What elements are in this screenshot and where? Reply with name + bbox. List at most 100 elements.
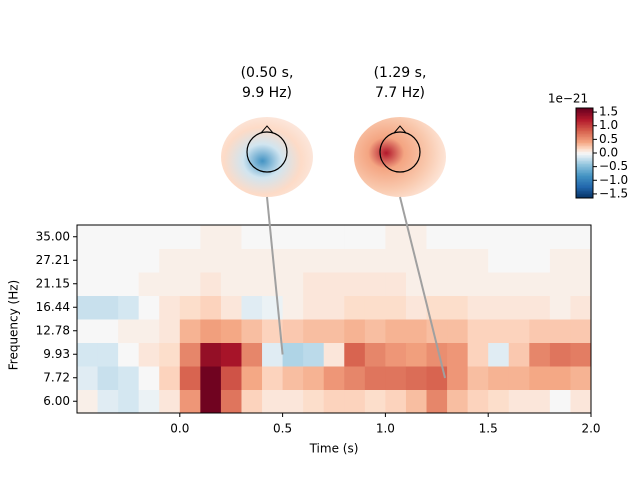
y-tick-label: 9.93 [43, 347, 70, 361]
heatmap-cell [385, 225, 407, 249]
colorbar-swatch [576, 181, 593, 184]
colorbar-swatch [576, 159, 593, 161]
x-tick-label: 1.5 [479, 422, 498, 436]
heatmap-cell [303, 366, 325, 390]
heatmap-cell [282, 366, 304, 390]
heatmap-cell [426, 389, 448, 414]
heatmap-cell [159, 225, 181, 249]
colorbar-swatch [576, 144, 593, 146]
heatmap-cell [529, 295, 551, 320]
heatmap-cell [344, 389, 366, 414]
heatmap-cell [426, 366, 448, 390]
heatmap-cell [570, 342, 592, 367]
heatmap-cell [138, 389, 160, 414]
heatmap-cell [570, 366, 592, 390]
colorbar-swatch [576, 186, 593, 188]
heatmap-cell [262, 389, 284, 414]
colorbar-swatch [576, 148, 593, 151]
topomap-title: (1.29 s, [374, 65, 427, 81]
heatmap-cell [508, 248, 530, 273]
heatmap-cell [159, 342, 181, 367]
heatmap-cell [488, 319, 510, 343]
colorbar-swatch [576, 108, 593, 110]
heatmap-cell [118, 342, 140, 367]
heatmap-cell [508, 342, 530, 367]
heatmap-cell [467, 225, 489, 249]
heatmap-cell [241, 366, 263, 390]
heatmap-cell [97, 248, 119, 273]
heatmap-cell [118, 366, 140, 390]
colorbar-swatch [576, 169, 593, 172]
heatmap-cell [282, 248, 304, 273]
heatmap-cell [405, 295, 428, 320]
heatmap-cell [200, 366, 222, 390]
heatmap-cell [467, 366, 489, 390]
heatmap-cell [220, 389, 242, 414]
heatmap-cell [488, 366, 510, 390]
heatmap-cell [77, 319, 99, 343]
colorbar-swatch [576, 138, 593, 140]
colorbar-swatch [576, 195, 593, 197]
heatmap-cell [385, 319, 407, 343]
colorbar-swatch [576, 129, 593, 131]
heatmap-cell [405, 319, 428, 343]
heatmap-cell [323, 272, 345, 296]
heatmap-cell [364, 272, 386, 296]
heatmap-cell [282, 272, 304, 296]
heatmap-cell [138, 295, 160, 320]
heatmap-cell [220, 319, 242, 343]
heatmap-cell [488, 225, 510, 249]
heatmap-cell [200, 295, 222, 320]
heatmap-cell [241, 248, 263, 273]
heatmap-cell [447, 389, 469, 414]
colorbar-tick-label: −1.5 [599, 186, 628, 200]
colorbar-swatch [576, 178, 593, 181]
heatmap-cell [97, 342, 119, 367]
heatmap-cell [405, 272, 428, 296]
colorbar-swatch [576, 174, 593, 176]
heatmap-cell [467, 295, 489, 320]
heatmap-cell [467, 248, 489, 273]
y-tick-label: 27.21 [36, 253, 70, 267]
heatmap-cell [77, 389, 99, 414]
heatmap-cell [508, 319, 530, 343]
colorbar-swatch [576, 157, 593, 160]
colorbar-swatch [576, 184, 593, 187]
heatmap-cell [323, 248, 345, 273]
topomap [221, 117, 313, 197]
heatmap-cell [344, 319, 366, 343]
heatmap-cell [138, 272, 160, 296]
heatmap-cell [97, 225, 119, 249]
heatmap-cell [200, 389, 222, 414]
topomap [354, 117, 446, 197]
heatmap-cell [529, 272, 551, 296]
heatmap-cell [118, 389, 140, 414]
heatmap-cell [282, 319, 304, 343]
heatmap-cell [262, 319, 284, 343]
heatmap-cell [447, 319, 469, 343]
heatmap-cell [97, 272, 119, 296]
heatmap-cell [447, 225, 469, 249]
heatmap-cell [385, 342, 407, 367]
heatmap-cell [364, 319, 386, 343]
heatmap-cell [570, 248, 592, 273]
heatmap-cell [220, 225, 242, 249]
colorbar-swatch [576, 112, 593, 115]
heatmap-cell [364, 342, 386, 367]
heatmap-cell [570, 272, 592, 296]
heatmap-cell [549, 272, 571, 296]
heatmap-cell [508, 366, 530, 390]
colorbar-swatch [576, 160, 593, 163]
x-tick-label: 0.5 [273, 422, 292, 436]
heatmap-cell [529, 225, 551, 249]
heatmap-cell [447, 342, 469, 367]
heatmap-cell [323, 366, 345, 390]
colorbar-swatch [576, 183, 593, 185]
colorbar-swatch [576, 171, 593, 173]
heatmap-cell [405, 366, 428, 390]
heatmap-cell [344, 342, 366, 367]
colorbar-tick-label: −0.5 [599, 159, 628, 173]
heatmap-cell [241, 342, 263, 367]
heatmap-cell [303, 272, 325, 296]
